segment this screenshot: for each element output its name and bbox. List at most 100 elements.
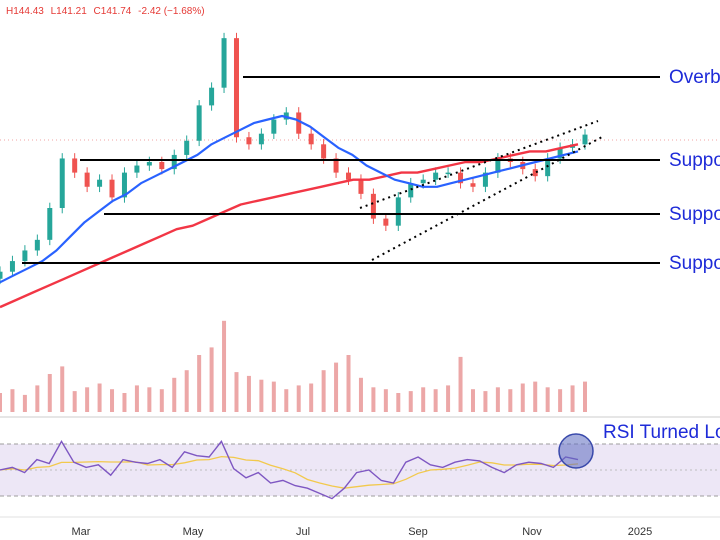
volume-bar bbox=[284, 389, 289, 412]
candle-body bbox=[159, 162, 165, 170]
volume-bar bbox=[122, 393, 127, 412]
volume-bar bbox=[0, 393, 2, 412]
close-label: C bbox=[94, 6, 101, 17]
volume-bar bbox=[234, 372, 239, 412]
candle-body bbox=[34, 239, 40, 251]
volume-bar bbox=[396, 393, 401, 412]
x-tick-label: 2025 bbox=[628, 526, 652, 538]
channel-upper-line bbox=[359, 120, 599, 209]
candle-body bbox=[9, 261, 15, 272]
volume-bar bbox=[470, 389, 475, 412]
low-label: L bbox=[51, 6, 57, 17]
volume-bar bbox=[334, 362, 339, 412]
volume-bars bbox=[0, 320, 587, 412]
rsi-line bbox=[0, 439, 579, 500]
volume-bar bbox=[495, 387, 500, 412]
candle-body bbox=[233, 38, 239, 138]
rsi-highlight-circle bbox=[558, 433, 594, 469]
high-value: 144.43 bbox=[13, 6, 44, 17]
candle-body bbox=[308, 133, 314, 145]
volume-bar bbox=[209, 347, 214, 412]
candle-body bbox=[458, 172, 464, 184]
volume-bar bbox=[446, 385, 451, 412]
volume-bar bbox=[321, 370, 326, 412]
volume-bar bbox=[134, 385, 139, 412]
candle-body bbox=[134, 165, 140, 173]
candle-body bbox=[196, 105, 202, 141]
annotation-rsi: RSI Turned Lower bbox=[603, 422, 720, 443]
volume-bar bbox=[309, 383, 314, 412]
candle-body bbox=[97, 179, 103, 187]
volume-bar bbox=[346, 355, 351, 412]
change-value: -2.42 (−1.68%) bbox=[138, 6, 204, 17]
volume-bar bbox=[246, 375, 251, 412]
volume-bar bbox=[22, 394, 27, 412]
volume-bar bbox=[222, 320, 227, 412]
candle-body bbox=[258, 133, 264, 145]
volume-bar bbox=[570, 385, 575, 412]
candle-body bbox=[408, 183, 414, 198]
candle-body bbox=[395, 197, 401, 226]
x-tick-label: Jul bbox=[296, 526, 310, 538]
candle-body bbox=[109, 179, 115, 198]
volume-bar bbox=[259, 379, 264, 412]
candle-body bbox=[358, 179, 364, 194]
candle-body bbox=[209, 87, 215, 106]
ohlc-header: H144.43 L141.21 C141.74 -2.42 (−1.68%) bbox=[6, 6, 205, 17]
candle-body bbox=[47, 208, 53, 240]
candle-body bbox=[184, 140, 190, 155]
x-tick-label: Nov bbox=[522, 526, 542, 538]
candle-body bbox=[146, 162, 152, 166]
volume-bar bbox=[159, 389, 164, 412]
high-label: H bbox=[6, 6, 13, 17]
x-tick-label: Mar bbox=[72, 526, 91, 538]
annotation-support-1: Support bbox=[669, 150, 720, 171]
low-value: 141.21 bbox=[56, 6, 87, 17]
volume-bar bbox=[483, 391, 488, 412]
candle-body bbox=[557, 147, 563, 159]
annotation-support-3: Support bbox=[669, 253, 720, 274]
close-value: 141.74 bbox=[101, 6, 132, 17]
volume-bar bbox=[97, 383, 102, 412]
annotation-overbought: Overbought bbox=[669, 67, 720, 88]
candle-body bbox=[470, 183, 476, 187]
volume-bar bbox=[383, 389, 388, 412]
candle-body bbox=[246, 137, 252, 145]
candle-body bbox=[0, 271, 3, 279]
candle-body bbox=[22, 250, 28, 262]
volume-bar bbox=[408, 391, 413, 412]
volume-bar bbox=[433, 389, 438, 412]
candle-body bbox=[582, 134, 588, 145]
candle-body bbox=[84, 172, 90, 187]
volume-bar bbox=[184, 370, 189, 412]
volume-bar bbox=[458, 356, 463, 412]
candle-body bbox=[221, 38, 227, 88]
candle-body bbox=[72, 158, 78, 173]
candle-body bbox=[321, 144, 327, 159]
volume-bar bbox=[72, 391, 77, 412]
candle-body bbox=[545, 158, 551, 177]
volume-bar bbox=[520, 383, 525, 412]
volume-bar bbox=[35, 385, 40, 412]
volume-bar bbox=[296, 385, 301, 412]
candle-body bbox=[420, 179, 426, 184]
candle-body bbox=[495, 158, 501, 173]
volume-bar bbox=[85, 387, 90, 412]
candle-body bbox=[121, 172, 127, 198]
volume-bar bbox=[110, 389, 115, 412]
volume-bar bbox=[10, 389, 15, 412]
candle-body bbox=[171, 154, 177, 170]
volume-bar bbox=[147, 387, 152, 412]
candle-body bbox=[333, 158, 339, 173]
candle-body bbox=[433, 172, 439, 180]
volume-bar bbox=[371, 387, 376, 412]
volume-bar bbox=[358, 377, 363, 412]
x-axis-ticks: Mar May Jul Sep Nov 2025 bbox=[72, 526, 653, 538]
volume-bar bbox=[421, 387, 426, 412]
candle-body bbox=[532, 169, 538, 177]
candle-body bbox=[383, 218, 389, 226]
channel-lower-line bbox=[371, 136, 603, 261]
volume-bar bbox=[558, 389, 563, 412]
candle-body bbox=[346, 172, 352, 180]
